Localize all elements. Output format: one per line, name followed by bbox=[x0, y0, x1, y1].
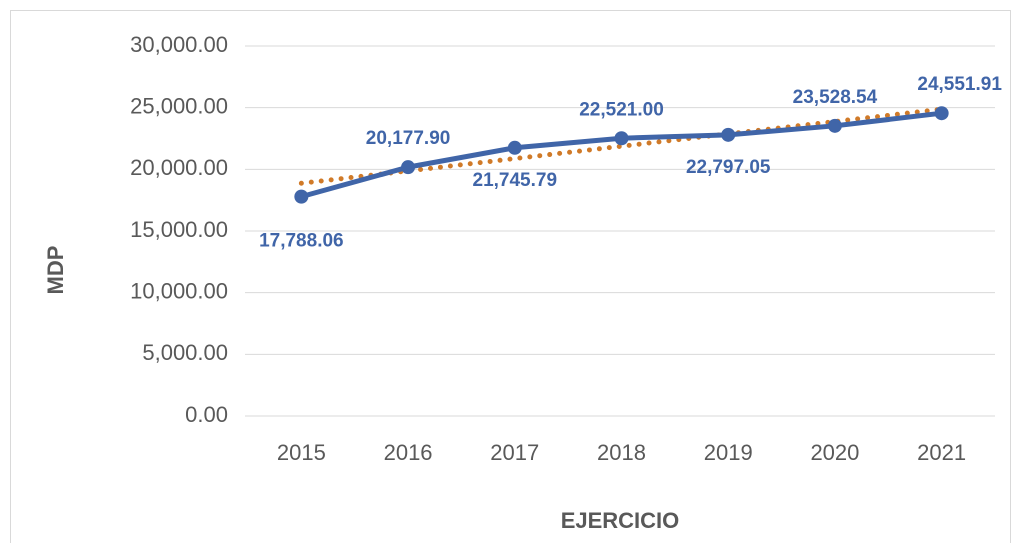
y-tick-label: 20,000.00 bbox=[130, 155, 228, 180]
data-point bbox=[827, 118, 842, 133]
data-label: 21,745.79 bbox=[473, 170, 558, 191]
data-point bbox=[721, 127, 736, 142]
y-tick-label: 0.00 bbox=[185, 402, 228, 427]
data-point bbox=[294, 189, 309, 204]
data-label: 17,788.06 bbox=[259, 231, 344, 252]
y-tick-label: 25,000.00 bbox=[130, 93, 228, 118]
trendline bbox=[298, 106, 945, 186]
data-point bbox=[507, 140, 522, 155]
x-tick-label: 2017 bbox=[490, 440, 539, 465]
y-tick-label: 10,000.00 bbox=[130, 278, 228, 303]
y-tick-label: 5,000.00 bbox=[142, 340, 228, 365]
x-tick-label: 2020 bbox=[810, 440, 859, 465]
data-point bbox=[614, 131, 629, 146]
y-tick-label: 15,000.00 bbox=[130, 217, 228, 242]
data-label: 23,528.54 bbox=[793, 87, 878, 108]
x-tick-label: 2019 bbox=[704, 440, 753, 465]
data-label: 22,797.05 bbox=[686, 157, 771, 178]
y-axis-title: MDP bbox=[43, 246, 68, 295]
data-label: 24,551.91 bbox=[917, 74, 1002, 95]
data-label: 20,177.90 bbox=[366, 128, 451, 149]
x-axis-title: EJERCICIO bbox=[561, 508, 680, 533]
x-tick-label: 2015 bbox=[277, 440, 326, 465]
x-tick-label: 2016 bbox=[384, 440, 433, 465]
data-point bbox=[401, 160, 416, 175]
x-tick-label: 2021 bbox=[917, 440, 966, 465]
data-point bbox=[934, 106, 949, 121]
y-tick-label: 30,000.00 bbox=[130, 32, 228, 57]
data-label: 22,521.00 bbox=[579, 99, 664, 120]
chart-frame bbox=[10, 10, 1011, 543]
x-tick-label: 2018 bbox=[597, 440, 646, 465]
